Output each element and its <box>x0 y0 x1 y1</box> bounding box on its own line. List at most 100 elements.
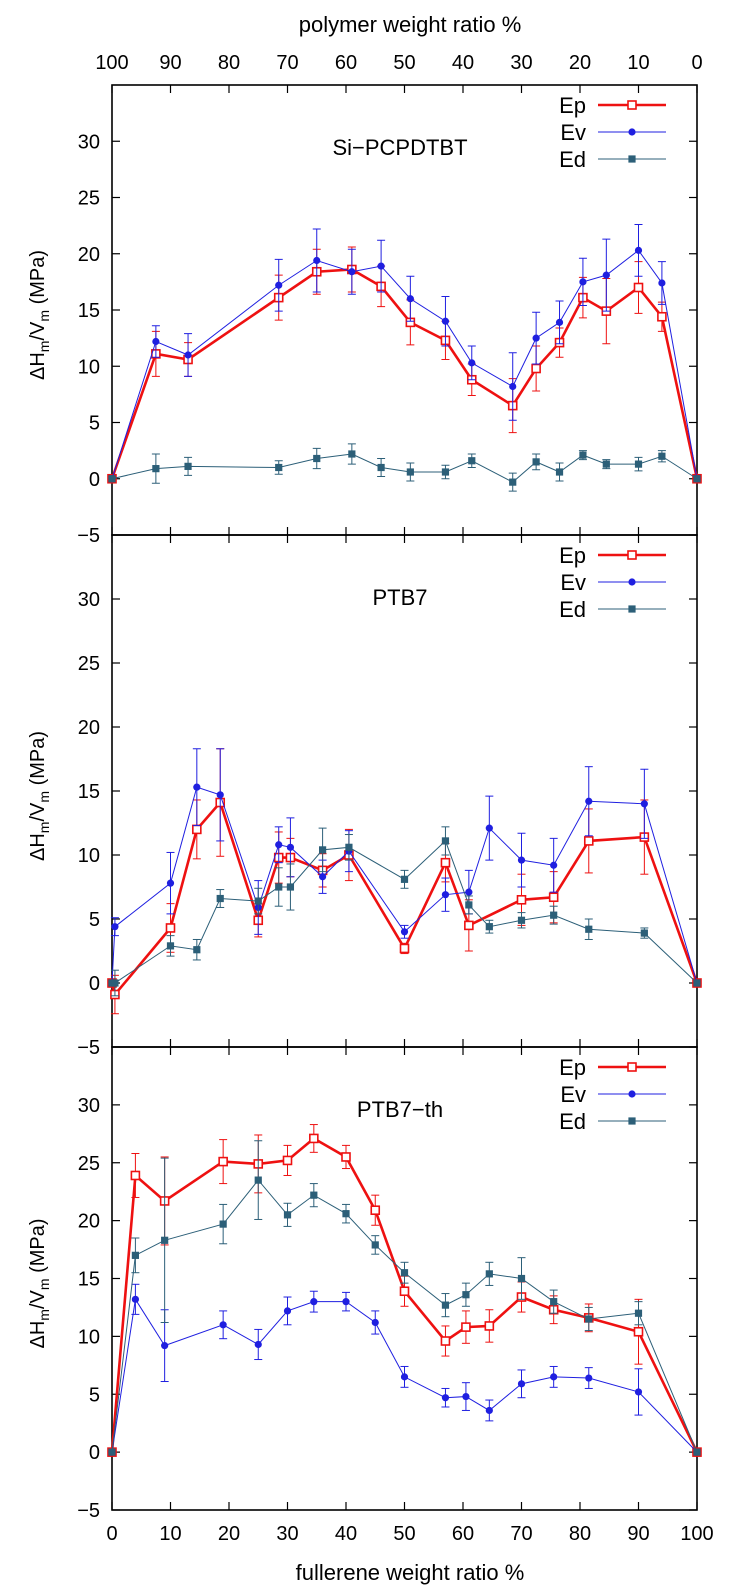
data-point-Ev <box>283 1307 292 1315</box>
data-point-Ep <box>633 1326 644 1337</box>
data-point-Ed <box>485 923 493 931</box>
data-point-Ev <box>532 334 540 342</box>
data-point-Ep <box>130 1170 141 1181</box>
data-point-Ev <box>286 843 295 851</box>
data-point-Ed <box>400 875 409 883</box>
y-tick-label: −5 <box>77 1500 100 1522</box>
data-point-Ed <box>342 1210 350 1218</box>
series-Ed <box>108 1140 701 1456</box>
data-point-Ed <box>579 451 587 459</box>
data-point-Ed <box>400 1269 409 1277</box>
x-tick-label: 70 <box>510 1523 532 1545</box>
data-point-Ev <box>658 279 666 287</box>
data-point-Ev <box>371 1318 379 1327</box>
series-line-Ev <box>111 249 698 479</box>
data-point-Ep <box>657 311 667 322</box>
data-point-Ev <box>193 783 201 791</box>
y-tick-label: 5 <box>89 909 100 931</box>
data-point-Ed <box>377 463 385 472</box>
panel-title: PTB7 <box>372 585 427 610</box>
data-point-Ed <box>509 478 517 486</box>
top-tick-label: 70 <box>276 52 298 74</box>
data-point-Ep <box>440 1336 451 1346</box>
data-point-Ed <box>550 1298 558 1306</box>
data-point-Ev <box>275 281 283 289</box>
legend-marker-Ep <box>627 1062 637 1072</box>
top-tick-label: 40 <box>452 52 474 74</box>
top-axis: polymer weight ratio % 100 90 80 70 60 50 40 30… <box>95 12 702 74</box>
data-point-Ed <box>310 1191 318 1199</box>
data-point-Ed <box>184 462 192 470</box>
data-point-Ev <box>640 800 648 808</box>
series-Ed <box>108 443 701 492</box>
data-point-Ep <box>633 282 644 293</box>
top-tick-label: 10 <box>627 52 649 74</box>
top-tick-label: 100 <box>95 52 128 74</box>
data-point-Ev <box>310 1298 318 1306</box>
series-line-Ep <box>110 799 699 998</box>
data-point-Ed <box>640 929 648 937</box>
x-tick-label: 40 <box>335 1523 357 1545</box>
series-Ev <box>108 1283 701 1456</box>
legend-label-Ed: Ed <box>559 147 586 172</box>
data-point-Ev <box>216 791 224 799</box>
top-tick-label: 90 <box>159 52 181 74</box>
legend-label-Ev: Ev <box>560 1082 586 1107</box>
y-tick-label: 30 <box>78 1095 100 1117</box>
y-tick-label: 30 <box>78 589 100 611</box>
data-point-Ev <box>319 873 327 881</box>
plot-frame <box>111 534 698 1048</box>
data-point-Ep <box>516 894 527 905</box>
data-point-Ed <box>108 475 116 483</box>
data-point-Ed <box>313 454 321 463</box>
data-point-Ev <box>579 278 587 286</box>
data-point-Ev <box>342 1298 350 1306</box>
data-point-Ep <box>309 1133 319 1144</box>
data-point-Ev <box>219 1321 227 1329</box>
data-point-Ed <box>161 1236 169 1244</box>
data-point-Ev <box>348 268 356 276</box>
bottom-axis: fullerene weight ratio % 0 10 20 30 40 50 60 70… <box>106 1523 713 1585</box>
y-tick-label: 20 <box>78 244 100 266</box>
x-tick-label: 100 <box>680 1523 713 1545</box>
data-point-Ed <box>693 475 701 483</box>
series-Ed <box>108 826 701 997</box>
data-point-Ed <box>693 979 701 987</box>
series-line-Ed <box>112 840 698 984</box>
data-point-Ed <box>468 457 476 465</box>
data-point-Ed <box>254 897 262 905</box>
x-tick-label: 20 <box>218 1523 240 1545</box>
data-point-Ed <box>693 1448 701 1456</box>
y-tick-label: 15 <box>78 781 100 803</box>
data-point-Ev <box>406 295 414 303</box>
data-point-Ed <box>406 468 414 476</box>
data-point-Ed <box>441 468 450 476</box>
data-point-Ep <box>484 1321 495 1331</box>
data-point-Ev <box>517 856 526 864</box>
data-point-Ev <box>111 923 119 931</box>
top-tick-label: 0 <box>691 52 702 74</box>
data-point-Ev <box>634 1388 643 1396</box>
x-tick-label: 90 <box>627 1523 649 1545</box>
series-Ep <box>107 1124 702 1457</box>
data-point-Ed <box>286 883 295 891</box>
data-point-Ed <box>485 1270 493 1278</box>
y-tick-label: 25 <box>78 188 100 210</box>
legend-label-Ev: Ev <box>560 570 586 595</box>
series-Ev <box>108 748 701 987</box>
top-tick-label: 20 <box>569 52 591 74</box>
data-point-Ed <box>131 1251 139 1259</box>
data-point-Ep <box>282 1155 293 1166</box>
legend-label-Ep: Ep <box>559 1055 586 1080</box>
x-tick-label: 0 <box>106 1523 117 1545</box>
data-point-Ep <box>464 920 474 931</box>
legend-marker-Ed <box>628 155 636 163</box>
data-point-Ed <box>348 450 356 458</box>
data-point-Ev <box>131 1295 139 1303</box>
legend-label-Ed: Ed <box>559 1109 586 1134</box>
top-tick-label: 80 <box>218 52 240 74</box>
data-point-Ed <box>319 846 327 854</box>
top-tick-label: 60 <box>335 52 357 74</box>
